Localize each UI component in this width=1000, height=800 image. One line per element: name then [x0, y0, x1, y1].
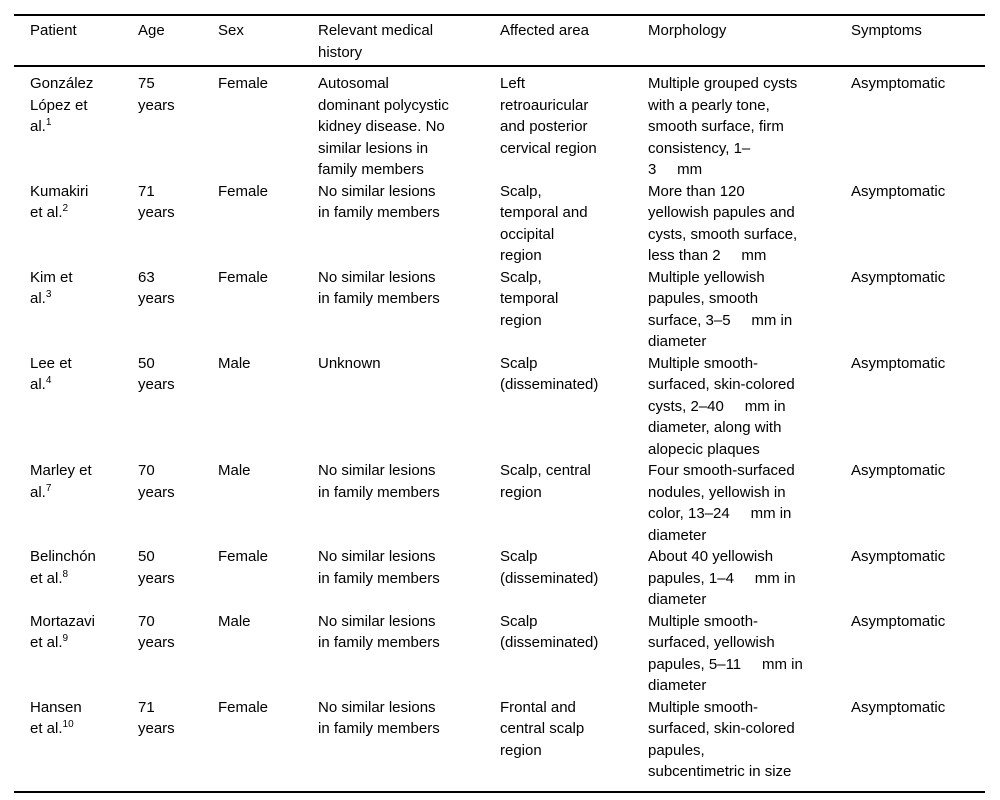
cell-affected-area: Frontal and central scalp region [500, 698, 585, 759]
cell-sex: Male [218, 354, 251, 372]
table-header: Patient Age Sex Relevant medical history… [14, 15, 985, 67]
cell-sex: Male [218, 462, 251, 479]
cell-patient: Belinchón et al.8 [14, 546, 138, 611]
cell-history: Unknown [318, 354, 381, 372]
cell-age: 50 years [138, 548, 175, 587]
cell-affected-area: Scalp, temporal and occipital region [500, 182, 588, 265]
cell-morphology: Multiple grouped cysts with a pearly ton… [648, 75, 798, 178]
cell-sex: Male [218, 612, 251, 630]
table-row: Hansen et al.10 71 years Female No simil… [14, 697, 985, 792]
patient-name: Lee et al. [30, 354, 72, 394]
patient-name: Marley et al. [30, 462, 92, 501]
reference-superscript: 1 [45, 117, 52, 128]
cell-affected-area: Left retroauricular and posterior cervic… [500, 75, 597, 157]
column-header-age: Age [138, 15, 218, 67]
cell-symptoms: Asymptomatic [851, 268, 946, 286]
patient-name: González López et al. [30, 75, 94, 135]
cell-symptoms: Asymptomatic [851, 462, 946, 479]
cell-patient: Marley et al.7 [14, 460, 138, 546]
cell-symptoms: Asymptomatic [851, 698, 946, 716]
patient-name: Belinchón et al. [30, 548, 96, 587]
cell-sex: Female [218, 182, 269, 200]
cell-patient: Mortazavi et al.9 [14, 611, 138, 697]
cell-morphology: Multiple smooth- surfaced, skin-colored … [648, 698, 795, 781]
reference-superscript: 7 [45, 482, 52, 494]
cell-history: No similar lesions in family members [318, 462, 440, 501]
reference-superscript: 8 [62, 568, 69, 580]
cell-history: No similar lesions in family members [318, 612, 440, 652]
table-row: Kumakiri et al.2 71 years Female No simi… [14, 181, 985, 267]
cell-morphology: Multiple smooth- surfaced, yellowish pap… [648, 612, 803, 695]
table-row: Mortazavi et al.9 70 years Male No simil… [14, 611, 985, 697]
cell-sex: Female [218, 75, 269, 92]
cell-symptoms: Asymptomatic [851, 548, 946, 565]
cell-age: 70 years [138, 612, 175, 652]
column-header-symptoms: Symptoms [851, 15, 985, 67]
column-header-history: Relevant medical history [318, 15, 500, 67]
cell-patient: González López et al.1 [14, 66, 138, 181]
cell-patient: Kumakiri et al.2 [14, 181, 138, 267]
cell-history: No similar lesions in family members [318, 698, 440, 738]
table-row: Kim et al.3 63 years Female No similar l… [14, 267, 985, 353]
cell-affected-area: Scalp (disseminated) [500, 548, 599, 587]
column-header-morphology: Morphology [648, 15, 851, 67]
cell-patient: Hansen et al.10 [14, 697, 138, 792]
cell-affected-area: Scalp (disseminated) [500, 354, 599, 394]
cell-age: 70 years [138, 462, 175, 501]
cell-sex: Female [218, 268, 269, 286]
table-body: González López et al.1 75 years Female A… [14, 66, 985, 792]
reference-superscript: 10 [62, 719, 74, 730]
cell-age: 71 years [138, 698, 175, 738]
cell-morphology: About 40 yellowish papules, 1–4 mm in di… [648, 548, 796, 608]
table-row: Lee et al.4 50 years Male Unknown Scalp … [14, 353, 985, 461]
cell-history: No similar lesions in family members [318, 182, 440, 222]
cell-affected-area: Scalp, temporal region [500, 268, 559, 329]
cell-morphology: More than 120 yellowish papules and cyst… [648, 182, 798, 265]
patient-name: Kumakiri et al. [30, 182, 89, 222]
cell-history: No similar lesions in family members [318, 268, 440, 308]
reference-superscript: 2 [62, 203, 69, 214]
column-header-affected-area: Affected area [500, 15, 648, 67]
cell-symptoms: Asymptomatic [851, 182, 946, 200]
table-row: Marley et al.7 70 years Male No similar … [14, 460, 985, 546]
table-row: Belinchón et al.8 50 years Female No sim… [14, 546, 985, 611]
cell-symptoms: Asymptomatic [851, 354, 946, 372]
cell-sex: Female [218, 548, 269, 565]
cell-morphology: Four smooth-surfaced nodules, yellowish … [648, 462, 795, 544]
reference-superscript: 4 [45, 375, 52, 386]
cell-age: 63 years [138, 268, 175, 308]
header-row: Patient Age Sex Relevant medical history… [14, 15, 985, 67]
cell-morphology: Multiple yellowish papules, smooth surfa… [648, 268, 793, 351]
cell-patient: Lee et al.4 [14, 353, 138, 461]
patient-name: Hansen et al. [30, 698, 82, 738]
cell-affected-area: Scalp (disseminated) [500, 612, 599, 652]
cell-affected-area: Scalp, central region [500, 462, 591, 501]
patient-name: Mortazavi et al. [30, 612, 96, 652]
cell-history: No similar lesions in family members [318, 548, 440, 587]
cell-morphology: Multiple smooth- surfaced, skin-colored … [648, 354, 795, 458]
reference-superscript: 9 [62, 633, 69, 644]
cell-sex: Female [218, 698, 269, 716]
cell-history: Autosomal dominant polycystic kidney dis… [318, 75, 449, 178]
column-header-patient: Patient [14, 15, 138, 67]
cell-age: 71 years [138, 182, 175, 222]
patient-name: Kim et al. [30, 268, 73, 308]
reference-superscript: 3 [45, 289, 52, 300]
cell-symptoms: Asymptomatic [851, 75, 946, 92]
case-reports-table: Patient Age Sex Relevant medical history… [14, 14, 985, 793]
cell-age: 50 years [138, 354, 175, 394]
cell-patient: Kim et al.3 [14, 267, 138, 353]
table-row: González López et al.1 75 years Female A… [14, 66, 985, 181]
column-header-sex: Sex [218, 15, 318, 67]
cell-symptoms: Asymptomatic [851, 612, 946, 630]
cell-age: 75 years [138, 75, 175, 114]
